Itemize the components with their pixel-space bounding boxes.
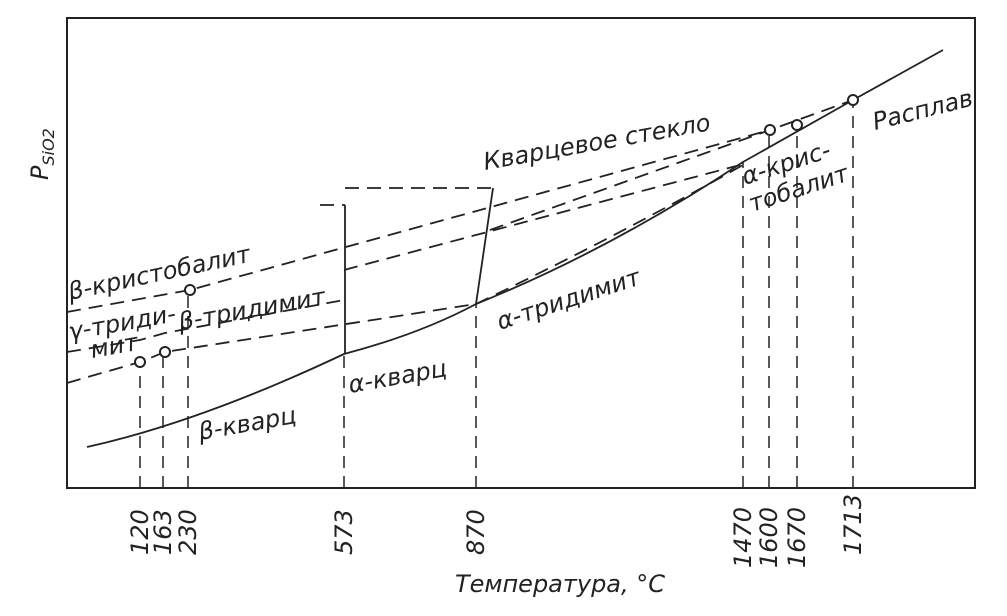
- x-tick-label: 230: [174, 509, 202, 555]
- x-tick-label: 1600: [755, 507, 783, 568]
- curves: [66, 49, 944, 488]
- point: [159, 346, 171, 358]
- point: [764, 124, 776, 136]
- phase-label: β-тридимит: [175, 282, 328, 336]
- y-label-sub: SiO2: [39, 128, 58, 165]
- cristobalite-line: [66, 129, 771, 313]
- point: [791, 119, 803, 131]
- x-tick-label: 870: [462, 509, 490, 555]
- x-tick-label: 1713: [839, 494, 867, 555]
- y-label: PSiO2: [26, 128, 58, 180]
- x-ticks: 120 163 230 573 870 1470 1600 1670 1713: [126, 494, 867, 568]
- point: [184, 284, 196, 296]
- x-label: Температура, °C: [455, 570, 665, 598]
- glass-line-1: [343, 164, 741, 271]
- box-dashes: [320, 187, 493, 206]
- x-tick-label: 573: [330, 509, 358, 555]
- phase-labels: β-кристобалит γ-триди- мит β-тридимит β-…: [64, 84, 975, 446]
- y-label-main: P: [26, 165, 54, 180]
- point: [847, 94, 859, 106]
- main-curve: [86, 49, 944, 448]
- x-tick-label: 1470: [729, 507, 757, 568]
- phase-label: α-кварц: [346, 354, 449, 399]
- axes-frame: [66, 17, 976, 489]
- phase-label: Расплав: [870, 84, 976, 136]
- x-tick-label: 163: [149, 509, 177, 555]
- phase-label: β-кварц: [195, 401, 298, 446]
- phase-label: Кварцевое стекло: [481, 108, 712, 176]
- point: [134, 356, 146, 368]
- x-tick-label: 1670: [783, 507, 811, 568]
- phase-label: α-тридимит: [493, 263, 644, 336]
- drop-lines: [139, 100, 854, 488]
- box-edges: [344, 187, 494, 354]
- x-tick-label: 120: [126, 509, 154, 555]
- tridymite-line: [66, 303, 477, 384]
